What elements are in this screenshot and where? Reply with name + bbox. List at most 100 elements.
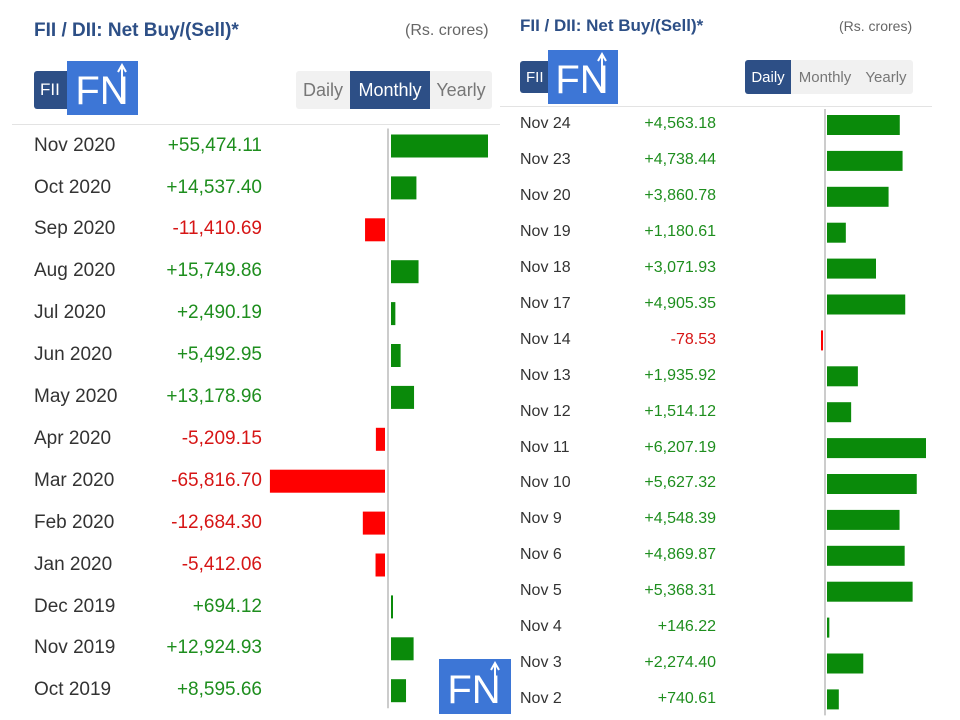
fn-logo-text: FN	[555, 58, 608, 102]
row-label: Nov 9	[520, 510, 562, 528]
fn-logo-icon: FN	[67, 61, 138, 115]
row-label: Nov 18	[520, 259, 571, 276]
row-value: +12,924.93	[166, 637, 262, 659]
row-value: +4,869.87	[644, 546, 716, 564]
row-label: Oct 2019	[34, 679, 112, 701]
bar-nov-2	[827, 689, 839, 710]
bar-feb-2020	[362, 511, 385, 535]
period-tabs: Daily Monthly Yearly	[745, 60, 913, 94]
row-label: Nov 3	[520, 653, 562, 671]
bar-nov-2019	[391, 637, 414, 661]
bar-nov-4	[827, 617, 830, 638]
row-value: -5,209.15	[181, 427, 262, 449]
fn-logo-icon: FN	[548, 50, 618, 104]
tab-daily[interactable]: Daily	[745, 60, 791, 94]
row-value: -78.53	[670, 330, 716, 348]
row-label: Apr 2020	[34, 427, 112, 449]
bar-aug-2020	[391, 260, 419, 284]
period-tabs: Daily Monthly Yearly	[296, 71, 492, 109]
row-label: Nov 10	[520, 474, 571, 492]
bar-nov-20	[827, 186, 889, 207]
bar-nov-19	[827, 222, 846, 243]
row-label: Nov 6	[520, 546, 562, 564]
tab-daily[interactable]: Daily	[302, 79, 343, 100]
header-divider	[500, 106, 932, 107]
row-value: +5,627.32	[644, 474, 716, 492]
row-label: Jan 2020	[34, 553, 113, 575]
row-label: Nov 11	[520, 438, 570, 456]
fn-watermark-text: FN	[447, 668, 500, 712]
row-value: +4,738.44	[644, 151, 716, 169]
row-label: Nov 20	[520, 187, 571, 205]
row-value: +2,274.40	[644, 653, 716, 671]
row-label: Nov 5	[520, 582, 562, 600]
fii-badge-label: FII	[40, 80, 60, 99]
tab-monthly[interactable]: Monthly	[798, 68, 852, 86]
row-label: Dec 2019	[34, 595, 116, 617]
row-value: +13,178.96	[166, 386, 262, 407]
bar-nov-12	[827, 402, 852, 423]
row-value: +4,548.39	[644, 510, 716, 528]
bar-nov-5	[827, 581, 913, 602]
bar-nov-18	[827, 258, 876, 279]
row-label: Nov 2	[520, 689, 562, 707]
bar-nov-10	[827, 474, 917, 494]
row-value: -5,412.06	[181, 553, 262, 575]
row-value: -11,410.69	[172, 218, 262, 240]
bar-nov-2020	[391, 134, 488, 158]
row-label: Sep 2020	[34, 218, 116, 240]
bar-nov-23	[827, 150, 903, 171]
fii-badge-label: FII	[526, 68, 544, 86]
row-value: +15,749.86	[166, 260, 262, 282]
row-value: +1,180.61	[644, 223, 716, 241]
bar-dec-2019	[391, 595, 393, 619]
bar-nov-14	[821, 330, 823, 351]
bar-nov-9	[827, 509, 900, 530]
bar-mar-2020	[269, 469, 385, 493]
row-label: Oct 2020	[34, 176, 112, 198]
row-value: +740.61	[657, 689, 716, 707]
tab-yearly[interactable]: Yearly	[865, 68, 907, 86]
row-label: Nov 2020	[34, 134, 116, 156]
fn-logo-text: FN	[75, 69, 128, 113]
daily-panel: FII / DII: Net Buy/(Sell)* (Rs. crores) …	[500, 0, 960, 720]
row-label: Nov 24	[520, 115, 571, 133]
row-label: Nov 2019	[34, 637, 116, 659]
row-value: +146.22	[657, 618, 716, 635]
bar-jan-2020	[375, 553, 385, 577]
row-label: Aug 2020	[34, 260, 116, 282]
row-value: +3,860.78	[644, 187, 716, 205]
tab-monthly[interactable]: Monthly	[350, 71, 430, 109]
fn-watermark-icon: FN	[439, 659, 511, 714]
row-label: Nov 12	[520, 402, 571, 420]
bar-nov-6	[827, 545, 905, 566]
bar-jun-2020	[391, 344, 401, 367]
bar-nov-24	[827, 115, 900, 135]
row-value: +3,071.93	[644, 259, 716, 276]
row-label: Nov 13	[520, 366, 571, 384]
row-value: +1,935.92	[644, 366, 716, 384]
bar-nov-17	[827, 294, 906, 315]
row-value: +14,537.40	[166, 176, 262, 198]
bar-nov-3	[827, 653, 864, 674]
tab-yearly[interactable]: Yearly	[436, 79, 486, 100]
row-label: Jul 2020	[34, 302, 106, 324]
header-divider	[12, 124, 500, 125]
row-value: +694.12	[192, 595, 262, 617]
row-value: +55,474.11	[167, 134, 262, 156]
row-label: Mar 2020	[34, 469, 115, 491]
row-label: Nov 19	[520, 223, 571, 241]
bar-jul-2020	[391, 302, 396, 326]
row-value: +8,595.66	[176, 679, 262, 701]
row-value: +6,207.19	[644, 438, 716, 456]
panel-title: FII / DII: Net Buy/(Sell)*	[34, 20, 239, 41]
units-label: (Rs. crores)	[405, 22, 489, 39]
panel-title: FII / DII: Net Buy/(Sell)*	[520, 16, 704, 35]
row-label: Jun 2020	[34, 344, 113, 366]
row-label: Feb 2020	[34, 511, 115, 533]
bar-nov-13	[827, 366, 858, 387]
daily-bar-chart	[821, 109, 926, 716]
row-label: Nov 23	[520, 151, 571, 169]
row-label: Nov 17	[520, 294, 571, 312]
row-value: +1,514.12	[644, 402, 716, 420]
